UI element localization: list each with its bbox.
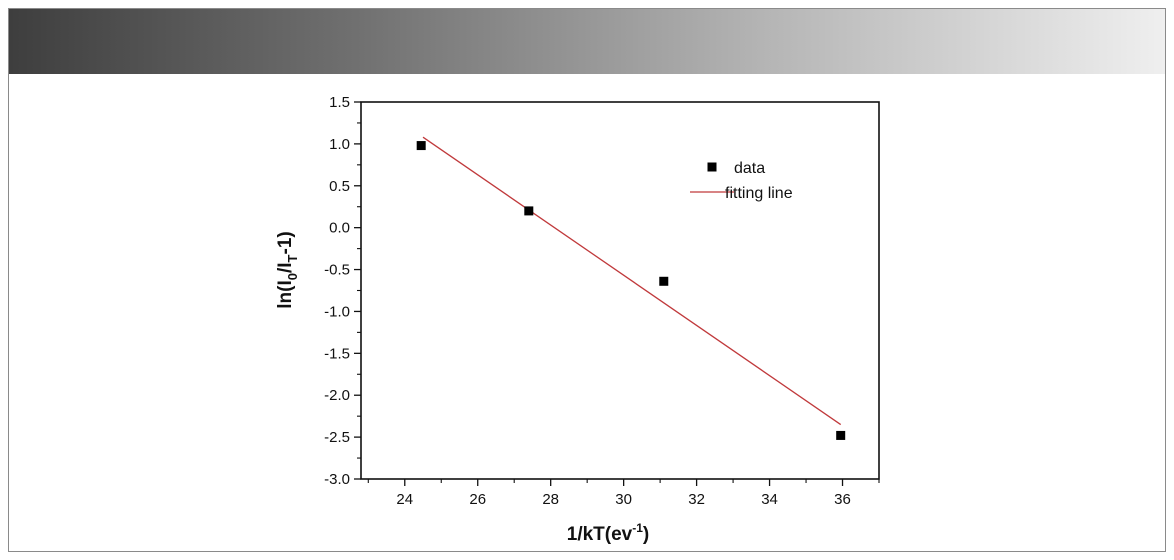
y-tick-label: 1.5 — [329, 94, 350, 111]
y-tick-label: -1.0 — [324, 303, 350, 320]
header-gradient-band — [9, 9, 1165, 74]
y-axis-title: ln(I0/IT-1) — [275, 231, 300, 308]
x-tick-label: 32 — [688, 491, 705, 508]
legend-marker-data — [707, 162, 717, 172]
y-tick-label: 0.5 — [329, 178, 350, 195]
x-tick-label: 26 — [469, 491, 486, 508]
x-tick-label: 34 — [761, 491, 778, 508]
data-point — [836, 430, 846, 440]
x-tick-label: 36 — [834, 491, 851, 508]
x-axis-title: 1/kT(ev-1) — [567, 521, 649, 545]
x-tick-label: 28 — [542, 491, 559, 508]
data-point — [659, 276, 669, 286]
legend-label: fitting line — [725, 185, 793, 202]
fitting-line — [422, 136, 842, 426]
axes-group: 24 26 28 30 32 34 36 1.5 1.0 0.5 0.0 -0.5 -1.0 -1.5 -2… — [324, 94, 880, 508]
y-tick-label: -2.5 — [324, 429, 350, 446]
y-tick-label: -2.0 — [324, 387, 350, 404]
y-tick-label: -3.0 — [324, 471, 350, 488]
legend: data fitting line — [690, 160, 793, 202]
y-tick-label: -0.5 — [324, 262, 350, 279]
figure-frame — [8, 8, 1166, 552]
data-point — [524, 206, 534, 216]
x-tick-label: 24 — [396, 491, 413, 508]
data-marks-group — [416, 136, 846, 440]
legend-label: data — [734, 160, 765, 177]
y-tick-label: 0.0 — [329, 220, 350, 237]
plot-frame — [360, 101, 880, 480]
data-point — [416, 141, 426, 151]
y-tick-label: 1.0 — [329, 136, 350, 153]
x-tick-label: 30 — [615, 491, 632, 508]
y-tick-label: -1.5 — [324, 345, 350, 362]
